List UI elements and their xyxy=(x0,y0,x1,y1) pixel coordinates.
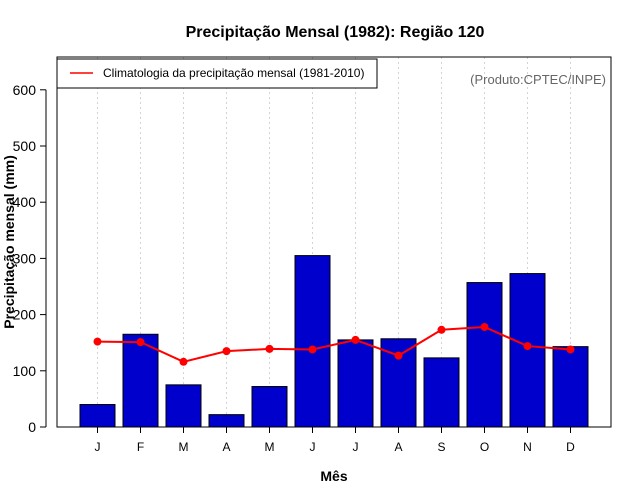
bar-month-3 xyxy=(165,384,202,428)
legend-label: Climatologia da precipitação mensal (198… xyxy=(103,66,364,80)
chart-title: Precipitação Mensal (1982): Região 120 xyxy=(186,24,485,41)
source-note: (Produto:CPTEC/INPE) xyxy=(470,72,606,87)
legend-box xyxy=(56,58,378,89)
x-tick-label-7: J xyxy=(353,440,359,454)
bar-month-9 xyxy=(423,357,460,428)
x-tick-label-1: J xyxy=(95,440,101,454)
x-tick-label-3: M xyxy=(179,440,189,454)
x-tick-label-2: F xyxy=(137,440,144,454)
y-axis-label: Precipitação mensal (mm) xyxy=(1,155,17,329)
bar-month-2 xyxy=(122,333,159,428)
climatology-point-7 xyxy=(351,335,360,344)
y-tick-label-200: 200 xyxy=(13,307,37,323)
climatology-point-2 xyxy=(136,338,145,347)
x-tick-label-9: S xyxy=(437,440,445,454)
climatology-point-3 xyxy=(179,357,188,366)
bar-month-12 xyxy=(552,346,589,428)
climatology-point-8 xyxy=(394,351,403,360)
y-tick-label-100: 100 xyxy=(13,363,37,379)
x-tick-label-5: M xyxy=(265,440,275,454)
bars xyxy=(79,255,589,428)
climatology-point-9 xyxy=(437,325,446,334)
x-tick-label-6: J xyxy=(310,440,316,454)
climatology-point-12 xyxy=(566,345,575,354)
bar-month-7 xyxy=(337,339,374,428)
bar-month-10 xyxy=(466,282,503,428)
x-tick-label-4: A xyxy=(222,440,230,454)
climatology-point-10 xyxy=(480,322,489,331)
bar-month-11 xyxy=(509,273,546,428)
bar-month-4 xyxy=(208,414,245,428)
bar-month-1 xyxy=(79,404,116,428)
climatology-point-11 xyxy=(523,342,532,351)
x-tick-label-10: O xyxy=(480,440,489,454)
climatology-point-4 xyxy=(222,347,231,356)
plot-frame xyxy=(56,56,612,428)
y-tick-label-600: 600 xyxy=(13,82,37,98)
climatology-point-5 xyxy=(265,344,274,353)
climatology-series-line xyxy=(97,325,571,363)
climatology-point-6 xyxy=(308,345,317,354)
y-tick-label-500: 500 xyxy=(13,138,37,154)
y-axis: 0 100 200 300 400 500 600 xyxy=(13,82,47,435)
y-tick-label-300: 300 xyxy=(13,250,37,266)
bar-month-5 xyxy=(251,386,288,428)
y-tick-label-0: 0 xyxy=(28,419,36,435)
climatology-line xyxy=(93,322,575,366)
x-tick-label-8: A xyxy=(394,440,402,454)
y-tick-label-400: 400 xyxy=(13,194,37,210)
x-axis-label: Mês xyxy=(320,468,347,484)
x-tick-label-12: D xyxy=(566,440,575,454)
climatology-point-1 xyxy=(93,337,102,346)
legend: Climatologia da precipitação mensal (198… xyxy=(56,58,378,89)
x-tick-label-11: N xyxy=(523,440,532,454)
bar-month-6 xyxy=(294,255,331,428)
grid-lines xyxy=(97,57,571,427)
